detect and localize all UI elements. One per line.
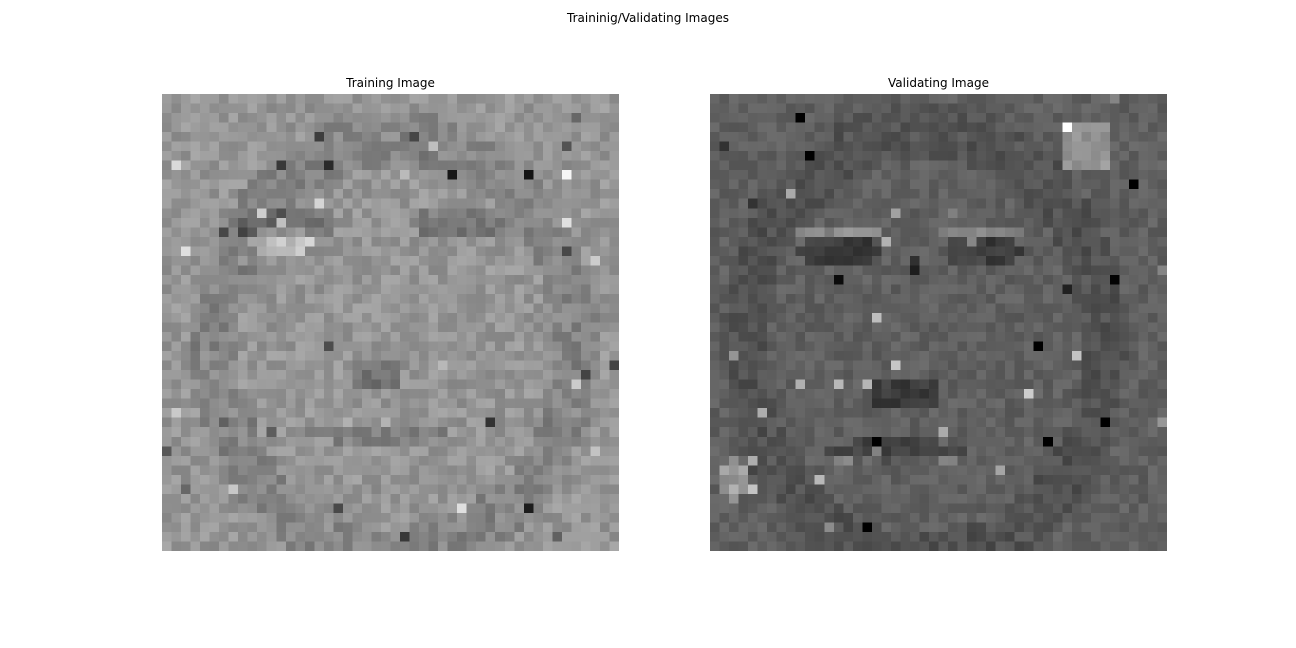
validating-image bbox=[710, 94, 1167, 551]
training-image-title: Training Image bbox=[346, 76, 435, 90]
validating-image-title: Validating Image bbox=[888, 76, 989, 90]
training-image bbox=[162, 94, 619, 551]
figure-suptitle: Traininig/Validating Images bbox=[567, 11, 729, 25]
